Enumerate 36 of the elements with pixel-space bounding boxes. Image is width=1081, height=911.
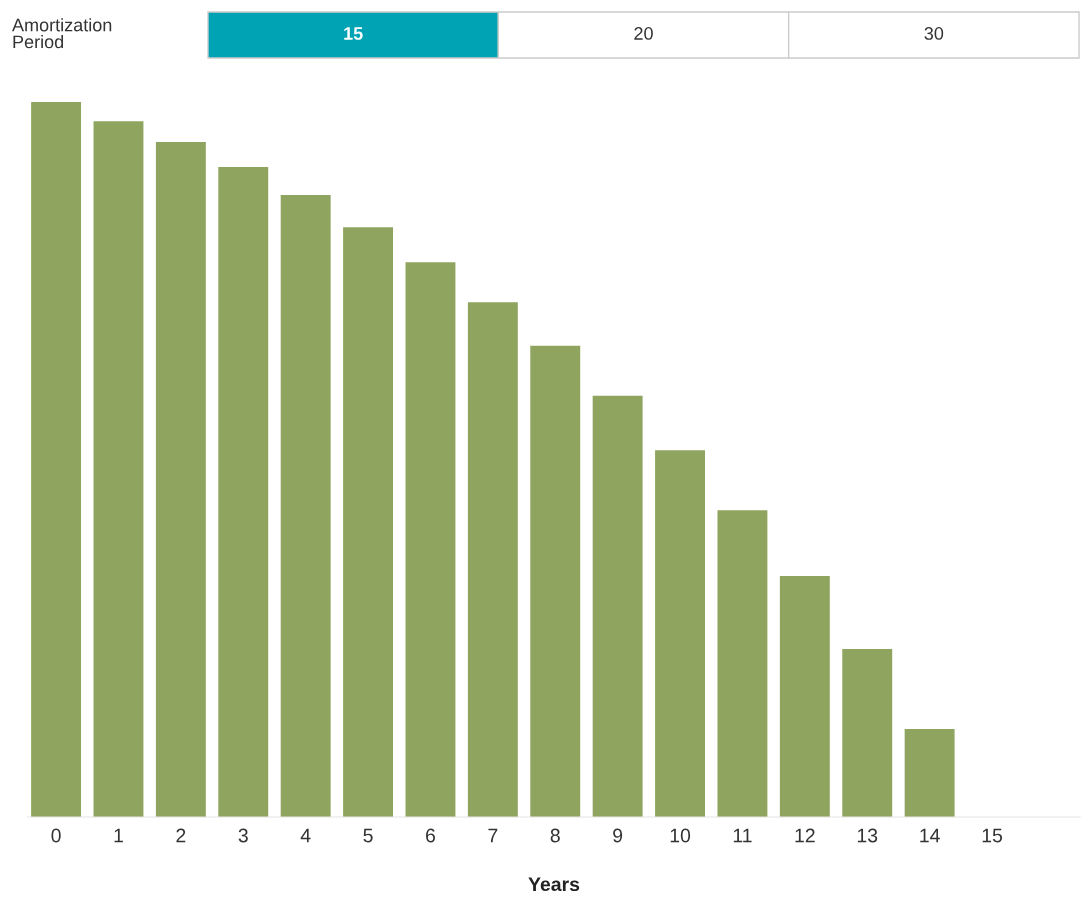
x-tick-label: 6	[426, 828, 436, 843]
bar	[904, 729, 955, 817]
x-tick-label: 0	[51, 828, 61, 843]
x-tick-label: 10	[670, 828, 691, 843]
text: 15	[344, 27, 363, 40]
x-tick-label: 2	[176, 828, 186, 843]
bar	[717, 510, 768, 817]
bar	[343, 227, 394, 817]
bar	[93, 121, 144, 817]
text: Amortization Period	[12, 18, 112, 49]
bar	[405, 262, 456, 817]
x-tick-label: 5	[363, 828, 373, 843]
bar	[218, 167, 269, 817]
x-tick-label: 15	[982, 828, 1003, 843]
bar	[779, 576, 830, 817]
bar	[31, 102, 82, 817]
x-tick-label: 12	[795, 828, 815, 843]
bar	[655, 450, 705, 817]
x-tick-label: 1	[114, 828, 123, 843]
x-tick-label: 4	[300, 828, 311, 843]
text: 30	[924, 27, 944, 40]
x-axis-title: Years	[528, 877, 580, 892]
x-tick-label: 11	[733, 828, 752, 843]
x-tick-label: 8	[550, 828, 560, 843]
bar	[842, 648, 893, 817]
text: 20	[634, 27, 653, 40]
bar	[592, 395, 643, 817]
x-tick-label: 3	[238, 828, 248, 843]
bar	[280, 194, 331, 817]
x-tick-label: 9	[613, 828, 623, 843]
x-tick-label: 13	[857, 828, 878, 843]
bar	[467, 302, 518, 817]
bar	[530, 345, 581, 817]
bar	[155, 142, 206, 817]
x-tick-label: 14	[920, 828, 940, 843]
x-tick-label: 7	[488, 828, 498, 843]
